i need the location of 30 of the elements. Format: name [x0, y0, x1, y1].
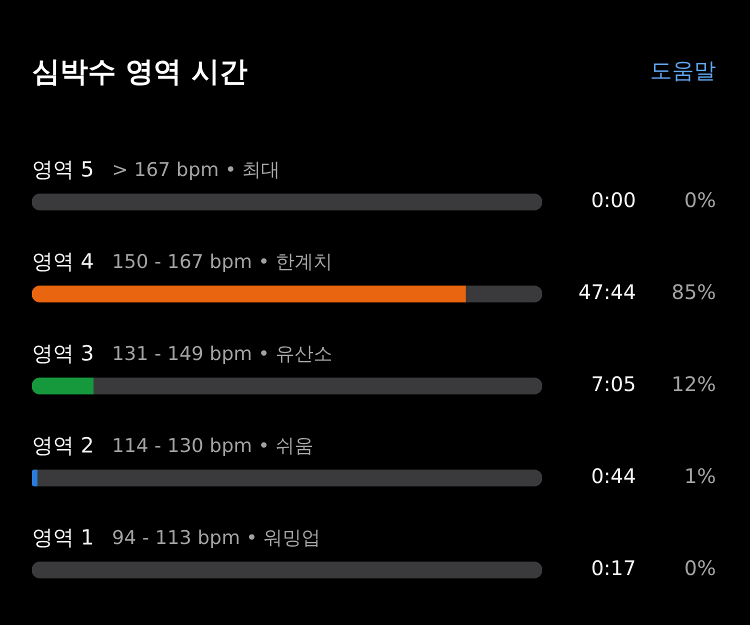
bar: [32, 378, 94, 394]
bar: [32, 562, 542, 578]
text: 0:44: [591, 464, 636, 488]
text: 7:05: [591, 372, 636, 396]
text: 도움말: [650, 58, 716, 86]
text: 47:44: [578, 280, 636, 304]
annotation: > 167 bpm • 최대: [112, 158, 280, 181]
y-tick-label: 영역 1: [32, 525, 94, 550]
y-tick-label: 영역 5: [32, 157, 94, 182]
bar: [36, 470, 542, 486]
data-label: 12%: [672, 372, 716, 396]
text: 0:00: [591, 188, 636, 212]
annotation: 94 - 113 bpm • 워밍업: [112, 526, 320, 549]
bar: [32, 194, 542, 210]
text: 0:17: [591, 556, 636, 580]
y-tick-label: 영역 4: [32, 249, 94, 274]
data-label: 1%: [684, 464, 716, 488]
data-label: 0%: [684, 188, 716, 212]
bar: [32, 470, 38, 486]
chart-title: 심박수 영역 시간: [32, 54, 248, 90]
data-label: 85%: [672, 280, 716, 304]
annotation: 131 - 149 bpm • 유산소: [112, 342, 332, 365]
y-tick-label: 영역 2: [32, 433, 94, 458]
bar: [465, 286, 542, 302]
y-tick-label: 영역 3: [32, 341, 94, 366]
bar: [32, 286, 466, 302]
data-label: 0%: [684, 556, 716, 580]
annotation: 150 - 167 bpm • 한계치: [112, 250, 332, 273]
annotation: 114 - 130 bpm • 쉬움: [112, 434, 314, 457]
bar: [92, 378, 542, 394]
